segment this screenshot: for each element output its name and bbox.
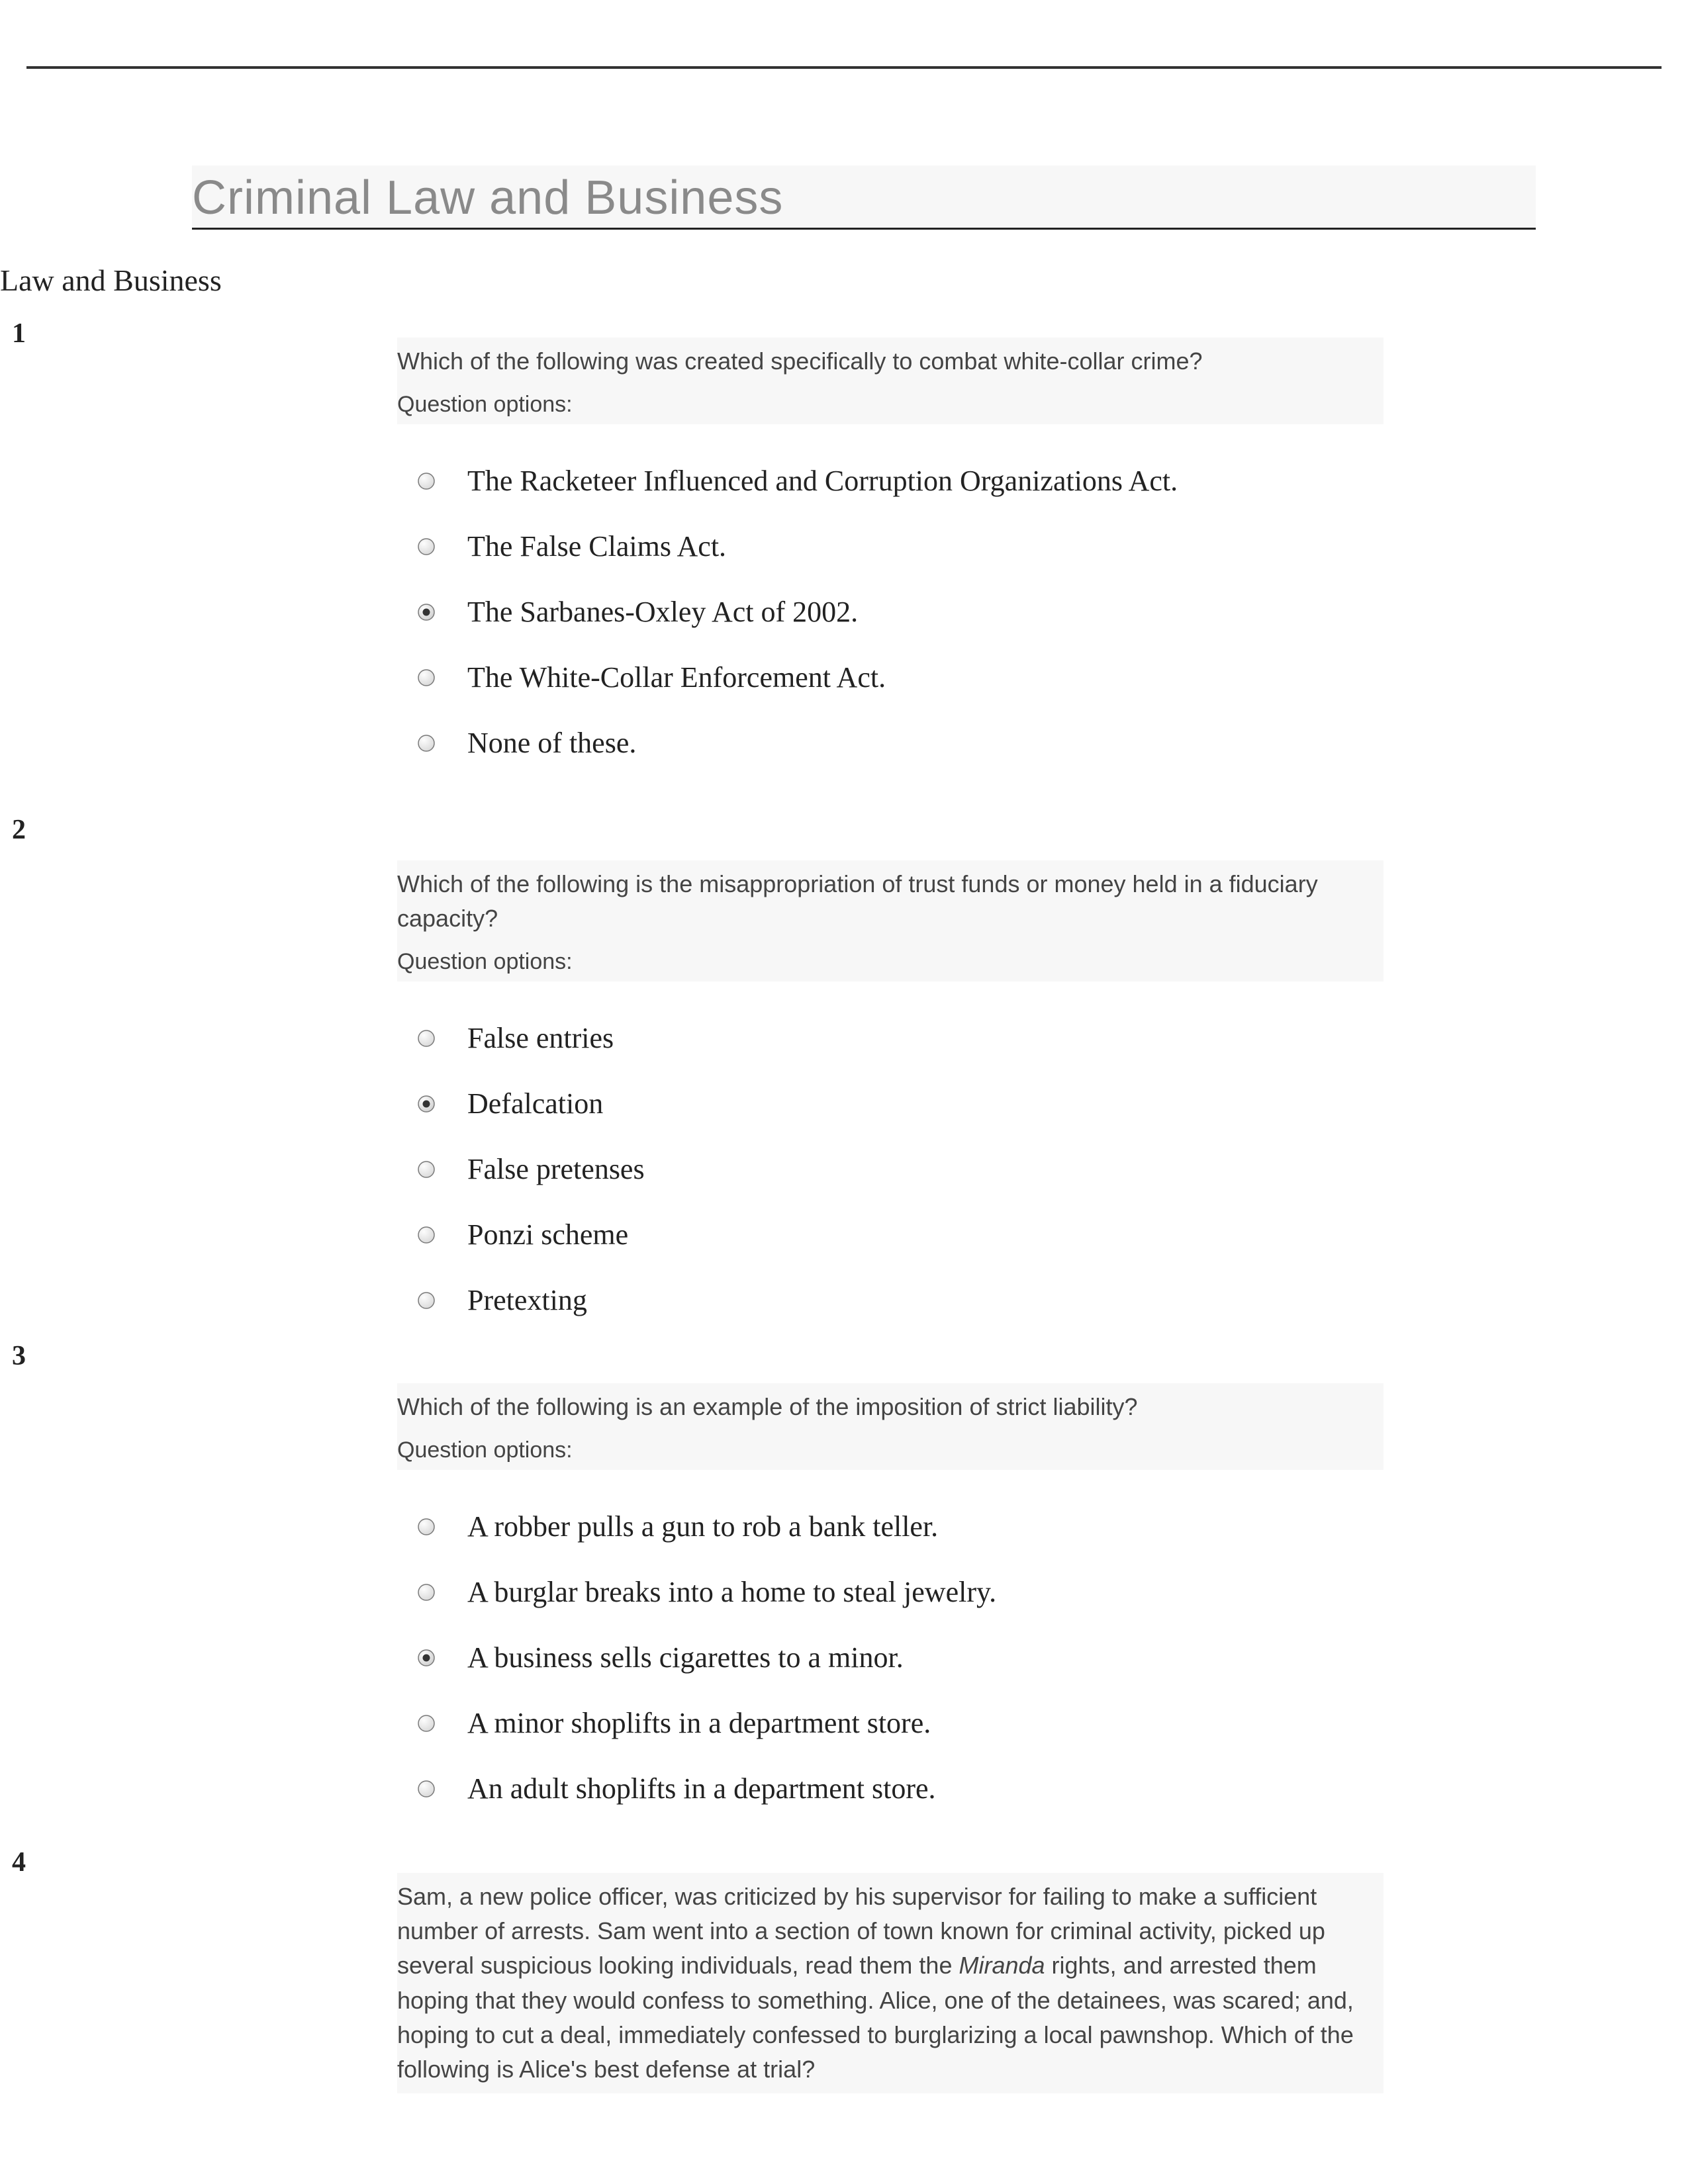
radio-unselected[interactable] — [417, 1518, 436, 1536]
option-row[interactable]: The White-Collar Enforcement Act. — [397, 660, 1383, 694]
options-label: Question options: — [397, 1437, 1383, 1463]
option-text: Ponzi scheme — [467, 1218, 628, 1251]
question-header: Which of the following is an example of … — [397, 1383, 1383, 1470]
radio-unselected[interactable] — [417, 1583, 436, 1602]
option-text: A burglar breaks into a home to steal je… — [467, 1575, 996, 1609]
radio-unselected-icon — [417, 1160, 436, 1179]
page-title: Criminal Law and Business — [192, 171, 1536, 225]
options-list: The Racketeer Influenced and Corruption … — [397, 464, 1383, 760]
radio-unselected-icon — [417, 1291, 436, 1310]
question-text: Sam, a new police officer, was criticize… — [397, 1880, 1383, 2087]
option-text: A business sells cigarettes to a minor. — [467, 1641, 904, 1674]
option-row[interactable]: The Racketeer Influenced and Corruption … — [397, 464, 1383, 498]
question-header: Which of the following was created speci… — [397, 338, 1383, 424]
option-row[interactable]: False entries — [397, 1021, 1383, 1055]
question-number: 2 — [12, 814, 26, 846]
radio-unselected[interactable] — [417, 1160, 436, 1179]
radio-selected[interactable] — [417, 603, 436, 621]
option-row[interactable]: False pretenses — [397, 1152, 1383, 1186]
radio-unselected[interactable] — [417, 537, 436, 556]
radio-unselected-icon — [417, 668, 436, 687]
radio-unselected[interactable] — [417, 472, 436, 490]
question-text: Which of the following is the misappropr… — [397, 867, 1383, 936]
radio-unselected-icon — [417, 1714, 436, 1733]
radio-unselected-icon — [417, 1780, 436, 1798]
option-row[interactable]: The False Claims Act. — [397, 529, 1383, 563]
radio-unselected-icon — [417, 1029, 436, 1048]
radio-unselected[interactable] — [417, 668, 436, 687]
option-text: The Racketeer Influenced and Corruption … — [467, 464, 1178, 498]
radio-selected-icon — [417, 1649, 436, 1667]
option-row[interactable]: None of these. — [397, 726, 1383, 760]
options-list: False entries Defalcation False pretenses P… — [397, 1021, 1383, 1317]
option-text: None of these. — [467, 726, 636, 760]
option-row[interactable]: Ponzi scheme — [397, 1218, 1383, 1251]
option-row[interactable]: Pretexting — [397, 1283, 1383, 1317]
radio-unselected-icon — [417, 472, 436, 490]
option-row[interactable]: The Sarbanes-Oxley Act of 2002. — [397, 595, 1383, 629]
radio-unselected[interactable] — [417, 1291, 436, 1310]
option-text: The White-Collar Enforcement Act. — [467, 660, 886, 694]
question-header: Sam, a new police officer, was criticize… — [397, 1873, 1383, 2093]
options-label: Question options: — [397, 949, 1383, 975]
radio-unselected[interactable] — [417, 1226, 436, 1244]
radio-selected[interactable] — [417, 1095, 436, 1113]
radio-unselected-icon — [417, 1583, 436, 1602]
question-number: 4 — [12, 1846, 26, 1878]
question-text: Which of the following was created speci… — [397, 344, 1383, 379]
options-list: A robber pulls a gun to rob a bank telle… — [397, 1510, 1383, 1805]
question-block: Which of the following was created speci… — [397, 338, 1383, 792]
radio-unselected[interactable] — [417, 1029, 436, 1048]
question-header: Which of the following is the misappropr… — [397, 860, 1383, 981]
radio-unselected[interactable] — [417, 1714, 436, 1733]
radio-unselected-icon — [417, 537, 436, 556]
option-text: The Sarbanes-Oxley Act of 2002. — [467, 595, 858, 629]
section-subheading: Law and Business — [0, 263, 1688, 298]
option-text: An adult shoplifts in a department store… — [467, 1772, 936, 1805]
option-text: The False Claims Act. — [467, 529, 726, 563]
page: Criminal Law and Business Law and Busine… — [0, 0, 1688, 2184]
radio-unselected[interactable] — [417, 734, 436, 752]
option-text: A robber pulls a gun to rob a bank telle… — [467, 1510, 938, 1543]
option-text: False entries — [467, 1021, 614, 1055]
radio-selected-icon — [417, 1095, 436, 1113]
option-row[interactable]: A burglar breaks into a home to steal je… — [397, 1575, 1383, 1609]
option-row[interactable]: A business sells cigarettes to a minor. — [397, 1641, 1383, 1674]
radio-unselected-icon — [417, 1518, 436, 1536]
option-text: A minor shoplifts in a department store. — [467, 1706, 931, 1740]
option-row[interactable]: A robber pulls a gun to rob a bank telle… — [397, 1510, 1383, 1543]
option-text: Defalcation — [467, 1087, 603, 1120]
option-row[interactable]: An adult shoplifts in a department store… — [397, 1772, 1383, 1805]
question-number: 1 — [12, 318, 26, 349]
radio-unselected-icon — [417, 734, 436, 752]
radio-unselected[interactable] — [417, 1780, 436, 1798]
radio-unselected-icon — [417, 1226, 436, 1244]
question-block: Which of the following is the misappropr… — [397, 860, 1383, 1349]
question-block: Which of the following is an example of … — [397, 1383, 1383, 1837]
question-text: Which of the following is an example of … — [397, 1390, 1383, 1424]
option-row[interactable]: Defalcation — [397, 1087, 1383, 1120]
radio-selected[interactable] — [417, 1649, 436, 1667]
question-block: Sam, a new police officer, was criticize… — [397, 1873, 1383, 2093]
top-rule — [26, 66, 1662, 69]
option-row[interactable]: A minor shoplifts in a department store. — [397, 1706, 1383, 1740]
radio-selected-icon — [417, 603, 436, 621]
title-bar: Criminal Law and Business — [192, 165, 1536, 230]
options-label: Question options: — [397, 392, 1383, 418]
option-text: Pretexting — [467, 1283, 587, 1317]
question-number: 3 — [12, 1340, 26, 1372]
option-text: False pretenses — [467, 1152, 645, 1186]
